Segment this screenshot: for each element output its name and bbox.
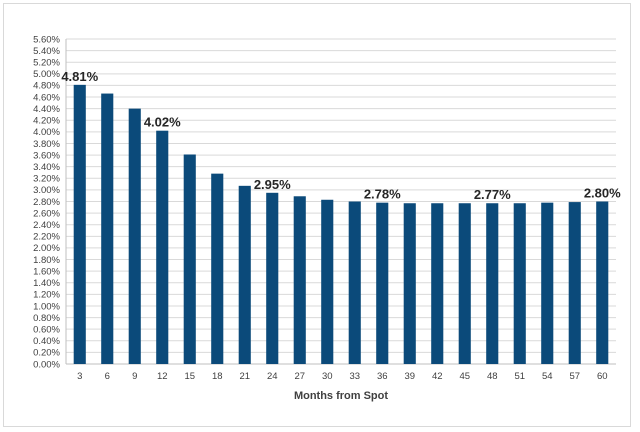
y-tick-label: 5.20%: [33, 58, 60, 69]
y-tick-label: 3.20%: [33, 174, 60, 185]
y-tick-label: 5.60%: [33, 34, 60, 45]
bar-36: [376, 202, 389, 364]
bar-48: [486, 203, 499, 364]
y-tick-label: 0.80%: [33, 313, 60, 324]
y-tick-label: 2.60%: [33, 208, 60, 219]
y-tick-label: 3.80%: [33, 139, 60, 150]
bar-21: [238, 185, 251, 364]
y-tick-label: 4.60%: [33, 92, 60, 103]
bar-15: [183, 154, 196, 364]
data-label-12: 4.02%: [144, 115, 181, 130]
bar-54: [541, 202, 554, 364]
y-tick-label: 4.00%: [33, 127, 60, 138]
bar-33: [348, 201, 361, 364]
bar-3: [73, 84, 86, 365]
x-tick-label: 51: [514, 371, 525, 382]
gridlines: [65, 38, 616, 365]
x-tick-label: 48: [487, 371, 498, 382]
y-tick-label: 5.40%: [33, 46, 60, 57]
bar-18: [211, 173, 224, 364]
y-tick-label: 4.80%: [33, 81, 60, 92]
x-tick-label: 45: [459, 371, 470, 382]
bar-6: [101, 93, 114, 364]
y-tick-label: 2.40%: [33, 220, 60, 231]
x-tick-label: 21: [239, 371, 250, 382]
bar-42: [431, 203, 444, 364]
bar-60: [596, 201, 609, 364]
x-tick-label: 54: [542, 371, 553, 382]
y-tick-label: 2.00%: [33, 243, 60, 254]
y-axis-ticks: 0.00%0.20%0.40%0.60%0.80%1.00%1.20%1.40%…: [33, 34, 60, 370]
bar-24: [266, 192, 279, 364]
data-label-60: 2.80%: [584, 186, 621, 201]
y-tick-label: 1.80%: [33, 255, 60, 266]
x-tick-label: 18: [212, 371, 223, 382]
y-tick-label: 1.60%: [33, 266, 60, 277]
x-tick-label: 12: [157, 371, 168, 382]
data-label-3: 4.81%: [61, 69, 98, 84]
y-tick-label: 2.80%: [33, 197, 60, 208]
x-axis-title: Months from Spot: [294, 390, 388, 402]
x-tick-label: 39: [404, 371, 415, 382]
y-tick-label: 0.40%: [33, 336, 60, 347]
y-tick-label: 3.60%: [33, 150, 60, 161]
x-tick-label: 42: [432, 371, 443, 382]
bar-30: [321, 199, 334, 364]
bars: [73, 84, 609, 365]
y-tick-label: 0.20%: [33, 348, 60, 359]
y-tick-label: 1.00%: [33, 301, 60, 312]
x-tick-label: 60: [597, 371, 608, 382]
data-label-48: 2.77%: [474, 187, 511, 202]
x-tick-label: 3: [77, 371, 82, 382]
y-tick-label: 4.40%: [33, 104, 60, 115]
x-tick-label: 36: [377, 371, 388, 382]
bar-27: [293, 196, 306, 364]
x-tick-label: 24: [267, 371, 278, 382]
data-label-36: 2.78%: [364, 187, 401, 202]
y-tick-label: 1.40%: [33, 278, 60, 289]
bar-45: [458, 203, 471, 364]
y-tick-label: 3.00%: [33, 185, 60, 196]
bar-51: [513, 203, 526, 364]
x-axis-ticks: 3 6 9 12 15 18 21 24 27 30 33 36 39 42 45 48 51 54 57 60: [77, 371, 607, 382]
x-tick-label: 9: [132, 371, 137, 382]
x-tick-label: 15: [184, 371, 195, 382]
y-tick-label: 4.20%: [33, 116, 60, 127]
data-labels: 4.81% 4.02% 2.95% 2.78% 2.77% 2.80%: [61, 69, 621, 202]
y-tick-label: 1.20%: [33, 290, 60, 301]
y-tick-label: 2.20%: [33, 232, 60, 243]
y-tick-label: 0.00%: [33, 359, 60, 370]
bar-39: [403, 203, 416, 364]
data-label-24: 2.95%: [254, 177, 291, 192]
x-tick-label: 57: [569, 371, 580, 382]
y-tick-label: 0.60%: [33, 324, 60, 335]
bar-57: [568, 202, 581, 364]
bar-9: [128, 108, 141, 365]
x-tick-label: 6: [105, 371, 110, 382]
y-tick-label: 3.40%: [33, 162, 60, 173]
y-tick-label: 5.00%: [33, 69, 60, 80]
x-tick-label: 33: [349, 371, 360, 382]
x-tick-label: 27: [294, 371, 305, 382]
bar-12: [156, 130, 169, 364]
x-tick-label: 30: [322, 371, 333, 382]
